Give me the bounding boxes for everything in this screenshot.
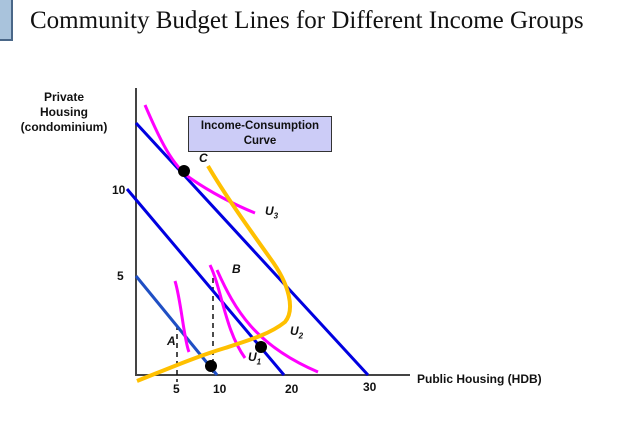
curve-label-u2: U2 [290,324,303,340]
x-tick-30: 30 [363,380,377,394]
budget-line-low [134,275,219,376]
u1-subscript: 1 [256,357,262,367]
slide-corner-accent [0,0,13,41]
indifference-curve-u1 [208,264,247,359]
tangency-point-c [178,165,190,177]
icc-callout-box: Income-Consumption Curve [188,116,332,152]
budget-line-high [134,121,370,377]
y-axis-label-line3: (condominium) [20,120,108,134]
point-label-a: A [167,334,176,348]
x-axis-label: Public Housing (HDB) [417,372,542,386]
x-tick-5: 5 [173,382,180,396]
curve-label-u1: U1 [248,350,261,366]
indifference-curve-a [173,280,191,353]
icc-callout-line2: Curve [243,135,277,147]
icc-callout-line1: Income-Consumption [200,120,320,132]
y-axis-label-line2: Housing [40,105,88,119]
point-label-c: C [199,151,208,165]
curve-label-u3: U3 [265,204,278,220]
y-tick-5: 5 [117,269,124,283]
x-tick-20: 20 [285,382,299,396]
indifference-curve-u2 [215,269,319,374]
u2-subscript: 2 [298,331,304,341]
u3-subscript: 3 [273,211,279,221]
slide-title: Community Budget Lines for Different Inc… [30,7,584,34]
u1-text: U [248,350,257,364]
x-tick-10: 10 [213,382,227,396]
y-axis-label-line1: Private [43,90,85,104]
u3-text: U [265,204,274,218]
income-consumption-curve [136,164,292,383]
u2-text: U [290,324,299,338]
point-label-b: B [232,262,241,276]
tangency-point-a [205,360,217,372]
y-axis-label: Private Housing (condominium) [2,90,126,135]
tangency-point-b [255,341,267,353]
y-tick-10: 10 [112,183,126,197]
indifference-curve-u3 [143,104,256,215]
